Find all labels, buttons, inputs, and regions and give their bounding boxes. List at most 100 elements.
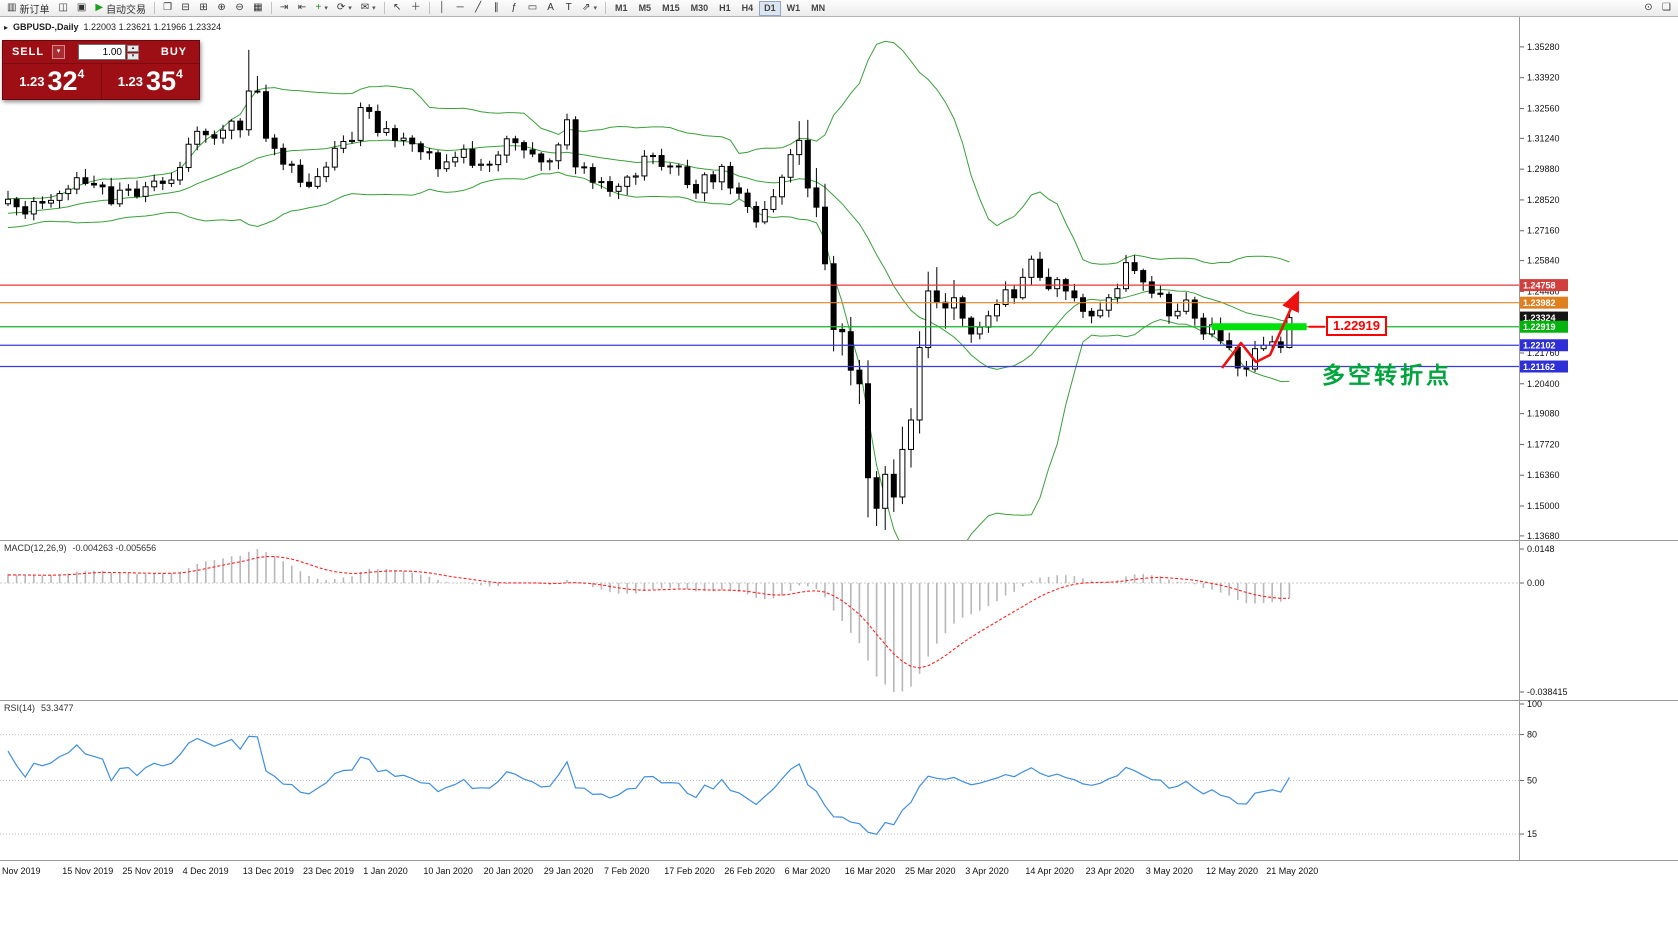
candle (512, 135, 519, 151)
vertical-line-button[interactable]: │ (434, 1, 451, 16)
candle (211, 130, 218, 145)
sell-button[interactable]: SELL (6, 46, 50, 58)
timeframe-m5-button[interactable]: M5 (634, 1, 657, 16)
auto-scroll-button[interactable]: ⇥ (276, 1, 293, 16)
auto-trading-button[interactable]: ▶ 自动交易 (91, 1, 150, 16)
periods-button[interactable]: ⟳ ▾ (333, 1, 356, 16)
candle (134, 180, 140, 199)
candle (297, 159, 304, 188)
candle (271, 134, 278, 156)
pane-separators (0, 17, 1678, 861)
candle (486, 160, 493, 173)
cascade-windows-button[interactable]: ❐ (159, 1, 176, 16)
candle (340, 135, 347, 154)
text-label-button[interactable]: T (560, 1, 577, 16)
price-tick-label: 1.15000 (1527, 501, 1560, 511)
rsi-title: RSI(14) (4, 703, 36, 713)
zoom-out-button[interactable]: ⊖ (231, 1, 248, 16)
lot-stepper: ▴ ▾ (127, 44, 139, 60)
buy-button[interactable]: BUY (152, 46, 196, 58)
timeframe-mn-button[interactable]: MN (806, 1, 830, 16)
candle (1080, 293, 1086, 319)
price-tick-label: 1.28520 (1527, 195, 1560, 205)
search-icon: ⊙ (1644, 2, 1653, 13)
candle (460, 144, 467, 164)
svg-text:1.22919: 1.22919 (1523, 322, 1556, 332)
one-click-toggle-icon[interactable]: ▸ (4, 22, 9, 32)
fibonacci-button[interactable]: ƒ (506, 1, 523, 16)
templates-button[interactable]: ✉ ▾ (357, 1, 380, 16)
crosshair-button[interactable]: ＋ (407, 1, 425, 16)
buy-price-button[interactable]: 1.23 35 4 (102, 64, 200, 99)
search-button[interactable]: ⊙ (1640, 1, 1657, 16)
candle (804, 119, 811, 198)
candle (168, 172, 175, 187)
text-button[interactable]: A (542, 1, 559, 16)
tile-windows-button[interactable]: ▦ (249, 1, 266, 16)
candle (13, 197, 20, 216)
sell-price-button[interactable]: 1.23 32 4 (3, 64, 102, 99)
candle (873, 471, 880, 526)
candle (908, 408, 914, 468)
timeframe-w1-button[interactable]: W1 (782, 1, 806, 16)
candle (374, 104, 381, 137)
annotation-note: 多空转折点 (1322, 362, 1452, 388)
chart-shift-icon: ⇤ (297, 2, 307, 13)
tile-vertical-button[interactable]: ⊞ (195, 1, 212, 16)
shapes-button[interactable]: ▭ (524, 1, 541, 16)
candle (99, 181, 106, 195)
candle (1028, 255, 1035, 285)
chart-shift-button[interactable]: ⇤ (294, 1, 311, 16)
ohlc-values: 1.22003 1.23621 1.21966 1.23324 (83, 22, 222, 32)
macd-values: -0.004263 -0.005656 (72, 543, 157, 553)
lot-size-input[interactable] (78, 44, 126, 60)
candle (1131, 255, 1138, 275)
date-label: 14 Apr 2020 (1025, 866, 1074, 876)
candle (194, 126, 201, 151)
macd-title: MACD(12,26,9) (4, 543, 67, 553)
zoom-in-button[interactable]: ⊕ (213, 1, 230, 16)
timeframe-h4-button[interactable]: H4 (737, 1, 759, 16)
candle (366, 104, 373, 119)
text-label-icon: T (565, 2, 572, 13)
horizontal-line-icon: ─ (456, 2, 464, 13)
toolbar-separator (383, 2, 385, 14)
timeframe-m15-button[interactable]: M15 (657, 1, 685, 16)
candle (39, 196, 46, 209)
date-label: 3 Apr 2020 (965, 866, 1009, 876)
window-list-button[interactable]: ❏ (1658, 1, 1675, 16)
timeframe-m30-button[interactable]: M30 (686, 1, 714, 16)
arrows-button[interactable]: ⇗ ▾ (578, 1, 601, 16)
lot-increase-button[interactable]: ▴ (127, 44, 139, 52)
text-icon: A (547, 2, 554, 13)
macd-histogram (7, 549, 1291, 692)
trendline-button[interactable]: ╱ (470, 1, 487, 16)
candle (220, 124, 226, 144)
timeframe-m1-button[interactable]: M1 (610, 1, 633, 16)
new-order-button[interactable]: ▥ 新订单 (3, 1, 53, 16)
one-click-options-button[interactable]: ▾ (52, 45, 65, 59)
cursor-button[interactable]: ↖ (389, 1, 406, 16)
horizontal-line-button[interactable]: ─ (452, 1, 469, 16)
candle (744, 188, 751, 213)
macd-axis-label: 0.00 (1527, 578, 1545, 588)
rsi-axis-label: 80 (1527, 730, 1537, 740)
candle (925, 271, 932, 359)
price-tick-label: 1.32560 (1527, 103, 1560, 113)
charts-button[interactable]: ◫ (54, 1, 71, 16)
rsi-axis: 100 80 50 15 (1520, 699, 1542, 839)
tile-horizontal-button[interactable]: ⊟ (177, 1, 194, 16)
profiles-button[interactable]: ▣ (73, 1, 90, 16)
candle (564, 113, 570, 150)
add-indicator-button[interactable]: + ▾ (312, 1, 332, 16)
dropdown-caret-icon: ▾ (324, 5, 328, 12)
channel-button[interactable]: ∥ (488, 1, 505, 16)
lot-decrease-button[interactable]: ▾ (127, 52, 139, 60)
timeframe-d1-button[interactable]: D1 (759, 0, 781, 16)
candle (426, 147, 433, 160)
toolbar-right-group: ⊙ ❏ (1640, 1, 1675, 16)
timeframe-h1-button[interactable]: H1 (714, 1, 736, 16)
new-order-button-label: 新订单 (19, 4, 50, 16)
